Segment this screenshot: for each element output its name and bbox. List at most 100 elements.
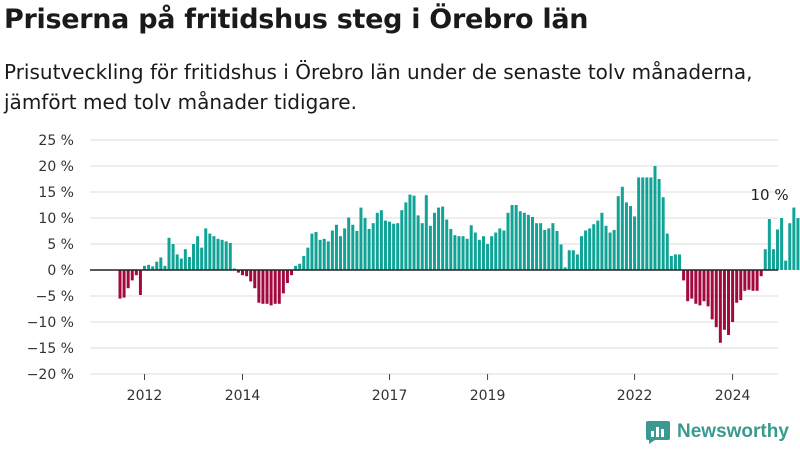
bar (522, 212, 526, 270)
bar (735, 270, 739, 303)
y-tick-label: −20 % (27, 367, 74, 383)
bar (371, 223, 375, 270)
bar (367, 228, 371, 270)
bar (130, 270, 134, 281)
bar (420, 223, 424, 270)
bar (780, 218, 784, 270)
bar (535, 223, 539, 270)
bar (461, 236, 465, 270)
bar (547, 228, 551, 270)
bar (245, 270, 249, 277)
bar (600, 212, 604, 270)
bar (767, 219, 771, 270)
bar (555, 231, 559, 270)
bar (743, 270, 747, 291)
bar (494, 232, 498, 270)
bar (179, 258, 183, 270)
x-tick-label: 2014 (225, 388, 261, 404)
bar (714, 270, 718, 328)
bar (673, 254, 677, 270)
bar (151, 266, 155, 270)
bar (204, 228, 208, 270)
bar (265, 270, 269, 304)
bar (306, 247, 310, 270)
bar (481, 236, 485, 270)
bar (665, 233, 669, 270)
bar (629, 206, 632, 270)
bar (318, 239, 322, 270)
bar (502, 230, 506, 270)
bar (155, 261, 159, 270)
bar (612, 229, 616, 270)
bar (294, 265, 298, 270)
bar (747, 270, 751, 290)
bar (706, 270, 710, 307)
bar (330, 230, 334, 270)
bar (698, 270, 702, 306)
bar (592, 224, 596, 270)
bar (281, 270, 285, 294)
bar (200, 247, 204, 270)
bar (343, 228, 347, 270)
bar (379, 210, 383, 270)
bar (575, 254, 579, 270)
bar (249, 270, 253, 282)
newsworthy-logo-icon (646, 421, 670, 444)
bar (498, 228, 502, 270)
bar (228, 242, 232, 270)
bar (208, 233, 212, 270)
bars (118, 166, 800, 343)
bar (759, 270, 763, 277)
y-tick-label: 15 % (38, 185, 74, 201)
bar (473, 232, 477, 270)
annotations: 10 % (750, 186, 788, 204)
bar (408, 194, 412, 270)
bar (388, 221, 392, 270)
x-tick-label: 2022 (617, 388, 653, 404)
bar (257, 270, 261, 303)
bar (763, 249, 767, 270)
bar (690, 270, 694, 299)
bar (187, 257, 191, 270)
bar (196, 236, 200, 270)
bar (584, 230, 588, 270)
bar (694, 270, 698, 304)
bar (637, 177, 641, 270)
bar (661, 197, 665, 270)
bar (400, 210, 404, 270)
bar (314, 232, 318, 270)
latest-value-label: 10 % (750, 186, 788, 204)
bar (326, 241, 330, 270)
y-tick-label: 25 % (38, 133, 74, 149)
bar (641, 177, 645, 270)
bar (588, 228, 592, 270)
bar (126, 270, 130, 289)
bar (551, 223, 555, 270)
bar (359, 207, 363, 270)
bar (253, 270, 257, 289)
bar (302, 255, 306, 270)
bar (138, 270, 142, 295)
bar (604, 225, 608, 270)
bar (449, 228, 453, 270)
bar (649, 177, 653, 270)
bar (134, 270, 138, 276)
bar (437, 207, 441, 270)
bar (579, 236, 583, 270)
bar (453, 235, 457, 270)
bar (710, 270, 714, 320)
bar (682, 270, 686, 281)
bar (143, 265, 146, 270)
y-tick-label: 0 % (47, 263, 74, 279)
bar (514, 205, 518, 270)
bar (526, 214, 530, 270)
x-tick-label: 2012 (127, 388, 163, 404)
bar (334, 224, 338, 270)
y-tick-label: 5 % (47, 237, 74, 253)
bar (771, 249, 775, 270)
bar (220, 239, 224, 270)
bar (339, 236, 343, 270)
bar (645, 177, 649, 270)
bar (269, 270, 273, 306)
